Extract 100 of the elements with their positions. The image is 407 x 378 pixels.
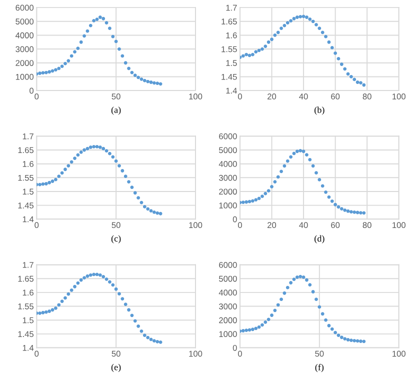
point: [308, 283, 312, 287]
point: [70, 54, 74, 58]
point: [41, 71, 45, 75]
point: [257, 196, 261, 200]
point: [98, 146, 102, 149]
y-tick-label: 1.7: [22, 133, 34, 140]
point: [92, 272, 96, 276]
point: [57, 174, 61, 178]
y-tick-label: 1.7: [22, 262, 34, 268]
point: [250, 328, 254, 332]
x-axis-title: (e): [111, 364, 121, 372]
point: [127, 66, 130, 70]
point: [330, 46, 334, 50]
point: [324, 318, 328, 322]
point: [352, 78, 356, 82]
y-tick-label: 0: [232, 344, 237, 351]
point: [276, 303, 280, 307]
point: [350, 75, 353, 78]
point: [336, 334, 340, 338]
point: [244, 328, 248, 332]
point: [260, 194, 264, 198]
y-tick-label: 2000: [16, 60, 34, 66]
point: [270, 314, 274, 317]
point: [120, 169, 124, 172]
point: [64, 62, 67, 66]
point: [111, 34, 115, 38]
point: [320, 184, 324, 188]
point: [352, 339, 356, 342]
point: [276, 175, 280, 179]
point: [70, 288, 74, 292]
y-tick-label: 1.55: [18, 174, 34, 181]
point: [57, 303, 61, 307]
x-axis-title: (a): [111, 106, 121, 115]
point: [343, 337, 347, 340]
y-tick-label: 1000: [219, 331, 237, 338]
point: [73, 50, 76, 54]
x-tick-label: 100: [392, 94, 406, 100]
point: [334, 51, 338, 55]
point: [292, 16, 296, 20]
x-tick-label: 20: [268, 222, 276, 228]
point: [324, 34, 328, 38]
point: [102, 274, 106, 278]
point: [350, 338, 353, 342]
point: [266, 318, 270, 322]
point: [120, 297, 124, 301]
point: [118, 292, 121, 296]
point: [295, 276, 299, 279]
point: [130, 186, 134, 190]
point: [70, 160, 74, 164]
point: [158, 340, 162, 344]
point: [346, 209, 350, 213]
point: [359, 81, 362, 84]
y-tick-label: 1000: [16, 74, 34, 80]
point: [280, 298, 283, 302]
point: [280, 170, 283, 174]
point: [149, 80, 153, 84]
point: [340, 207, 344, 210]
x-tick-label: 80: [362, 94, 372, 100]
point: [311, 164, 315, 168]
point: [95, 144, 99, 148]
point: [38, 182, 42, 186]
point: [156, 82, 160, 86]
point: [289, 155, 293, 159]
point: [254, 50, 258, 54]
point: [82, 276, 86, 280]
point: [241, 200, 245, 204]
point: [146, 207, 150, 211]
y-tick-label: 1.55: [222, 46, 237, 52]
y-tick-label: 2000: [219, 188, 237, 195]
y-tick-label: 5000: [219, 276, 237, 282]
point: [50, 69, 54, 73]
x-tick-label: 60: [331, 94, 340, 100]
point: [314, 23, 318, 26]
point: [98, 16, 102, 19]
point: [250, 52, 254, 56]
point: [260, 323, 264, 327]
x-tick-label: 50: [112, 222, 120, 228]
y-tick-label: 6000: [219, 133, 237, 140]
point: [140, 77, 144, 81]
x-axis-title: (c): [111, 235, 121, 244]
y-tick-label: 5000: [219, 147, 237, 154]
point: [327, 324, 331, 328]
x-tick-label: 0: [34, 94, 39, 100]
y-tick-label: 4000: [218, 161, 237, 167]
point: [102, 16, 106, 20]
x-tick-label: 0: [34, 350, 39, 357]
y-tick-label: 4000: [16, 32, 34, 38]
point: [156, 211, 160, 215]
point: [336, 57, 340, 60]
point: [286, 286, 290, 290]
point: [54, 178, 58, 182]
point: [114, 40, 118, 44]
point: [95, 18, 99, 22]
y-tick-label: 1.65: [222, 18, 237, 24]
x-tick-label: 40: [299, 222, 308, 228]
point: [44, 70, 48, 74]
point: [273, 308, 277, 312]
point: [308, 17, 312, 21]
point: [82, 34, 86, 38]
point: [318, 178, 322, 182]
